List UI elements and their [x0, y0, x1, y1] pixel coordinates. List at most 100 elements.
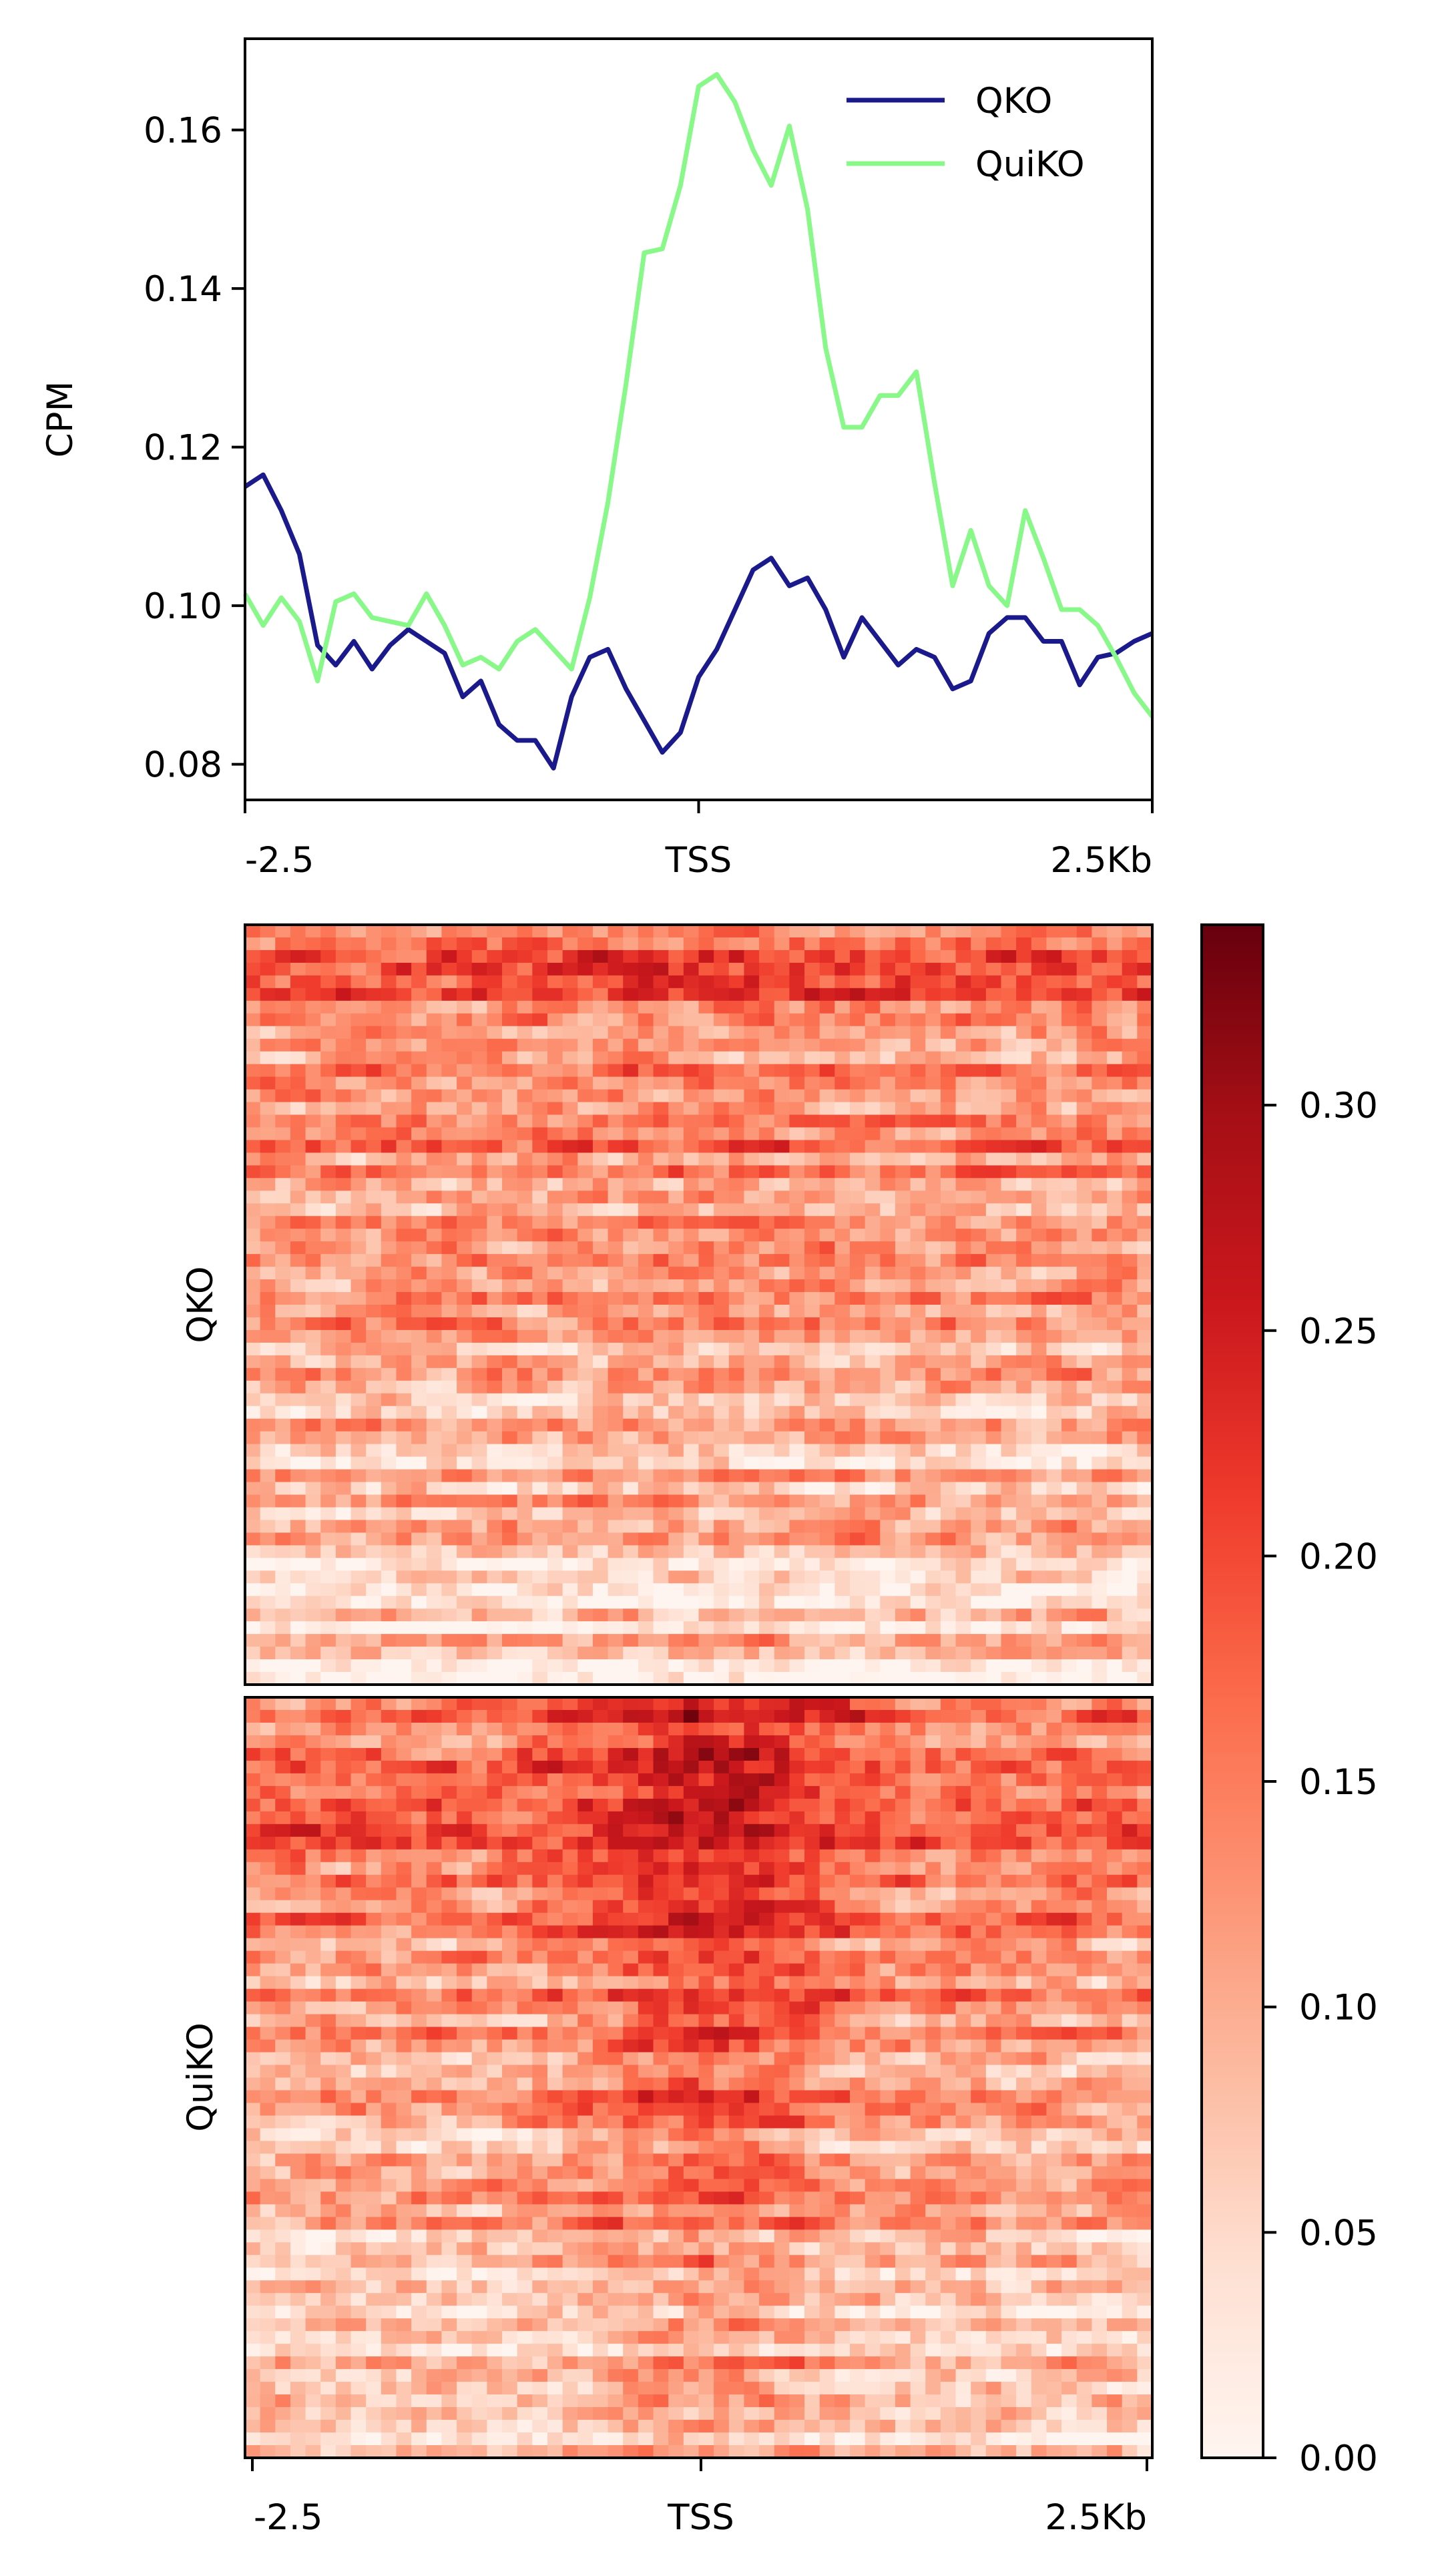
- heatmap-cell: [850, 1836, 866, 1850]
- heatmap-cell: [305, 1267, 322, 1280]
- heatmap-cell: [275, 1076, 291, 1090]
- heatmap-cell: [426, 1406, 443, 1420]
- heatmap-cell: [804, 1798, 820, 1812]
- heatmap-cell: [985, 1785, 1002, 1799]
- heatmap-cell: [774, 1152, 790, 1166]
- heatmap-cell: [487, 1862, 503, 1876]
- heatmap-cell: [562, 1355, 579, 1369]
- heatmap-cell: [925, 1203, 941, 1217]
- heatmap-cell: [744, 1735, 760, 1749]
- heatmap-cell: [759, 1178, 775, 1192]
- heatmap-cell: [411, 1507, 427, 1521]
- heatmap-cell: [1001, 1178, 1017, 1192]
- heatmap-cell: [320, 1393, 336, 1407]
- heatmap-cell: [592, 1076, 609, 1090]
- heatmap-cell: [275, 1647, 291, 1660]
- heatmap-cell: [683, 1634, 700, 1647]
- heatmap-cell: [457, 1178, 473, 1192]
- heatmap-cell: [955, 1026, 971, 1040]
- heatmap-cell: [834, 949, 851, 963]
- heatmap-cell: [940, 1722, 957, 1736]
- heatmap-cell: [592, 925, 609, 938]
- heatmap-cell: [971, 1064, 987, 1078]
- heatmap-cell: [487, 1849, 503, 1863]
- heatmap-cell: [592, 1532, 609, 1546]
- heatmap-cell: [698, 1735, 714, 1749]
- heatmap-cell: [426, 1329, 443, 1343]
- heatmap-cell: [728, 1329, 745, 1343]
- heatmap-cell: [320, 1874, 336, 1888]
- heatmap-cell: [1122, 1785, 1138, 1799]
- heatmap-cell: [381, 1596, 397, 1609]
- heatmap-cell: [441, 1545, 457, 1559]
- heatmap-cell: [683, 1647, 700, 1660]
- heatmap-cell: [623, 1925, 639, 1939]
- heatmap-cell: [819, 1406, 836, 1420]
- heatmap-cell: [320, 1697, 336, 1711]
- heatmap-cell: [623, 1722, 639, 1736]
- heatmap-cell: [653, 1634, 669, 1647]
- heatmap-cell: [895, 1747, 911, 1761]
- heatmap-cell: [819, 1773, 836, 1787]
- heatmap-cell: [774, 1709, 790, 1723]
- heatmap-cell: [487, 1520, 503, 1534]
- heatmap-cell: [441, 1963, 457, 1977]
- heatmap-cell: [396, 1393, 412, 1407]
- heatmap-cell: [728, 1064, 745, 1078]
- heatmap-cell: [517, 949, 533, 963]
- heatmap-cell: [834, 1532, 851, 1546]
- heatmap-cell: [366, 1785, 382, 1799]
- heatmap-cell: [985, 1634, 1002, 1647]
- heatmap-cell: [880, 1456, 896, 1470]
- heatmap-cell: [819, 1874, 836, 1888]
- heatmap-cell: [320, 1862, 336, 1876]
- heatmap-cell: [744, 1494, 760, 1508]
- heatmap-cell: [1016, 1697, 1032, 1711]
- heatmap-cell: [426, 949, 443, 963]
- heatmap-cell: [577, 1114, 593, 1128]
- heatmap-cell: [335, 1444, 352, 1458]
- heatmap-cell: [608, 1494, 624, 1508]
- heatmap-cell: [1016, 1380, 1032, 1394]
- heatmap-cell: [1137, 1507, 1153, 1521]
- heatmap-cell: [668, 1507, 684, 1521]
- heatmap-cell: [1061, 1520, 1077, 1534]
- heatmap-cell: [623, 1076, 639, 1090]
- heatmap-cell: [547, 937, 563, 951]
- heatmap-cell: [759, 1444, 775, 1458]
- heatmap-cell: [517, 1647, 533, 1660]
- heatmap-cell: [789, 1140, 805, 1154]
- heatmap-cell: [850, 962, 866, 976]
- heatmap-cell: [350, 988, 367, 1002]
- heatmap-cell: [471, 1507, 488, 1521]
- heatmap-cell: [532, 1760, 548, 1774]
- heatmap-cell: [955, 1887, 971, 1901]
- heatmap-cell: [532, 1811, 548, 1825]
- heatmap-cell: [350, 1798, 367, 1812]
- heatmap-cell: [880, 937, 896, 951]
- heatmap-cell: [457, 1038, 473, 1052]
- heatmap-cell: [335, 1900, 352, 1914]
- heatmap-cell: [925, 1431, 941, 1445]
- heatmap-cell: [1046, 1292, 1062, 1305]
- heatmap-cell: [850, 1938, 866, 1952]
- heatmap-cell: [1001, 1760, 1017, 1774]
- heatmap-cell: [396, 1621, 412, 1635]
- heatmap-cell: [623, 1697, 639, 1711]
- heatmap-cell: [335, 1482, 352, 1496]
- heatmap-cell: [547, 1735, 563, 1749]
- heatmap-cell: [577, 1659, 593, 1673]
- heatmap-cell: [683, 1862, 700, 1876]
- heatmap-cell: [819, 1367, 836, 1381]
- heatmap-cell: [502, 1329, 518, 1343]
- heatmap-cell: [532, 1697, 548, 1711]
- heatmap-cell: [744, 1722, 760, 1736]
- heatmap-cell: [804, 1874, 820, 1888]
- heatmap-cell: [487, 925, 503, 938]
- heatmap-cell: [985, 1798, 1002, 1812]
- heatmap-cell: [834, 1305, 851, 1318]
- heatmap-cell: [1016, 1621, 1032, 1635]
- heatmap-cell: [577, 1583, 593, 1597]
- heatmap-cell: [1137, 1823, 1153, 1838]
- heatmap-cell: [441, 949, 457, 963]
